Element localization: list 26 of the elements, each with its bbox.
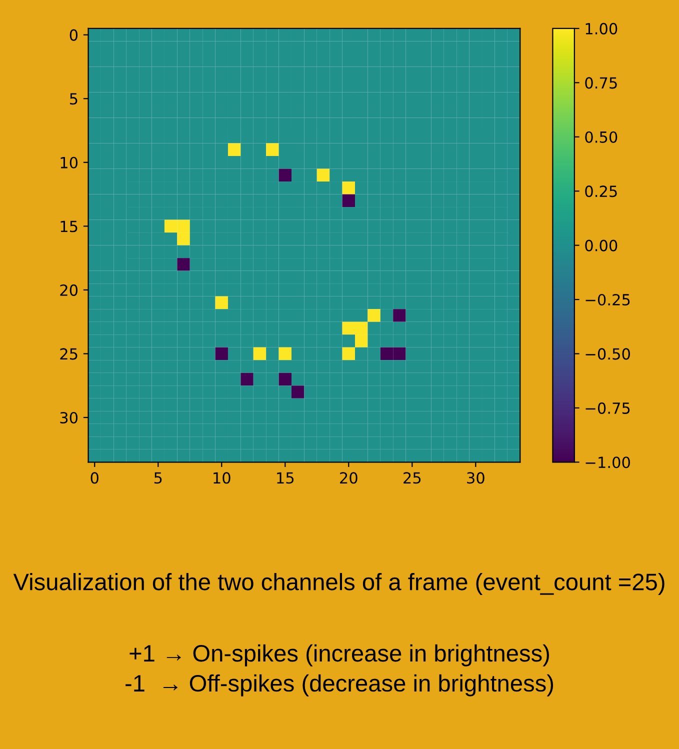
y-tick-label: 20: [60, 284, 78, 296]
color-bar-label: 0.00: [585, 240, 618, 252]
text: Visualization of the two channels of a frame (event_count =25): [13, 572, 664, 595]
x-tick-label: 15: [277, 472, 294, 484]
color-bar-label: 1.00: [586, 22, 618, 34]
y-tick-label: 10: [60, 156, 78, 168]
text: +1 → On-spikes (increase in brightness): [130, 644, 549, 666]
color-bar-label: −0.75: [586, 402, 630, 414]
y-tick-label: 25: [60, 348, 78, 360]
color-bar-label: −1.00: [586, 456, 630, 468]
x-tick-label: 25: [404, 472, 421, 484]
color-bar-label: 0.50: [585, 131, 618, 143]
x-tick-label: 30: [467, 472, 484, 484]
text: -1 → Off-spikes (decrease in brightness): [126, 674, 554, 696]
y-tick-label: 5: [70, 93, 78, 105]
color-bar-label: 0.75: [585, 77, 617, 89]
color-bar-label: 0.25: [585, 186, 617, 198]
x-tick-label: 5: [154, 472, 162, 484]
color-bar-label: −0.25: [586, 294, 630, 306]
x-tick-label: 20: [340, 472, 358, 484]
color-bar-label: −0.50: [586, 348, 630, 360]
y-tick-label: 0: [70, 29, 78, 41]
x-tick-label: 0: [90, 472, 98, 484]
y-tick-label: 15: [60, 220, 78, 232]
x-tick-label: 10: [214, 472, 230, 484]
y-tick-label: 30: [60, 412, 78, 424]
